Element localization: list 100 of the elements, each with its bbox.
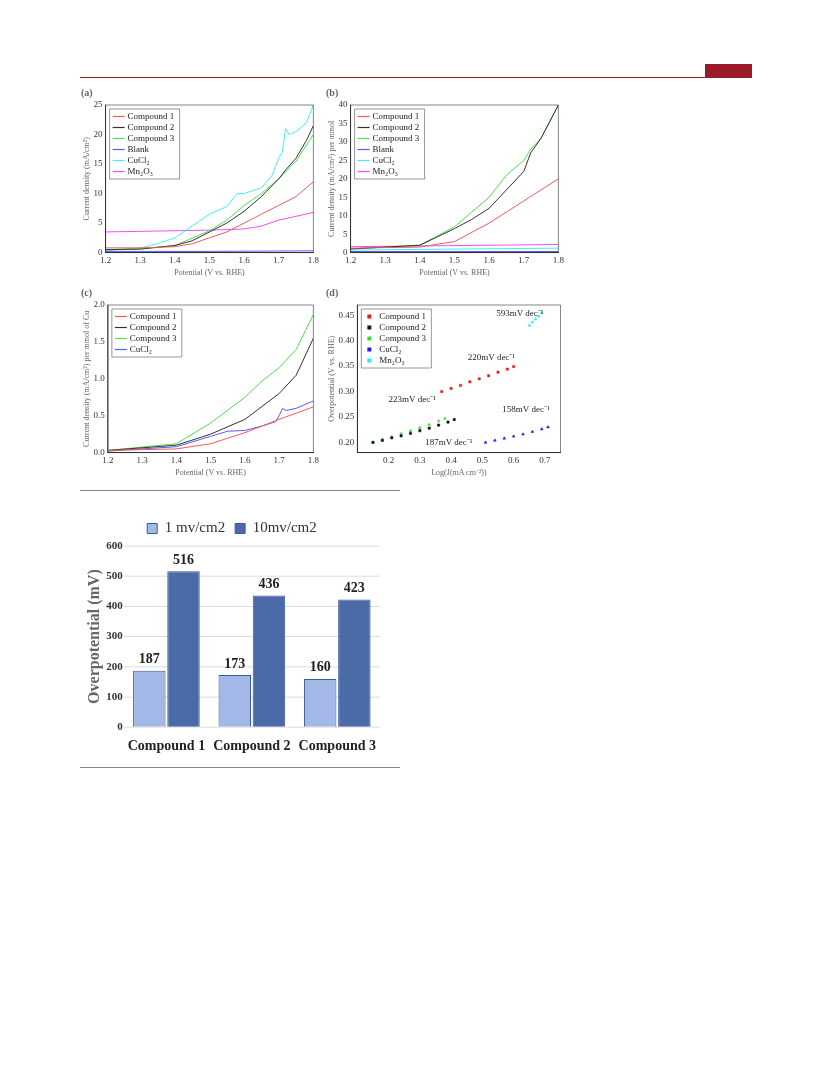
y-tick-label: 500 xyxy=(106,569,124,582)
annotation: 187mV dec⁻¹ xyxy=(425,436,473,447)
legend-label: CuCl₂ xyxy=(372,154,395,165)
y-tick-label: 20 xyxy=(338,173,349,184)
legend-label: Mn₂O₃ xyxy=(372,165,398,176)
y-tick-label: 15 xyxy=(338,191,349,202)
y-tick-label: 30 xyxy=(338,136,349,147)
x-axis-title: Potential (V vs. RHE) xyxy=(175,468,247,478)
data-label: 187 xyxy=(138,651,160,667)
x-axis-title: Log(J(mA cm⁻²)) xyxy=(431,468,487,478)
y-tick-label: 0.45 xyxy=(338,309,355,320)
x-tick-label: 1.7 xyxy=(273,255,285,266)
y-tick-label: 0.35 xyxy=(338,360,355,371)
legend-label: 1 mv/cm2 xyxy=(164,519,226,536)
x-tick-label: 1.8 xyxy=(307,455,320,466)
x-tick-label: 1.2 xyxy=(102,455,114,466)
data-label: 516 xyxy=(173,551,194,567)
legend-label: Mn₂O₃ xyxy=(127,165,153,176)
y-tick-label: 0.0 xyxy=(93,446,106,457)
y-tick-label: 35 xyxy=(338,117,349,128)
x-tick-label: 0.5 xyxy=(476,455,489,466)
legend-label: Compound 2 xyxy=(127,121,175,132)
legend-label: Compound 2 xyxy=(372,121,420,132)
y-tick-label: 1.0 xyxy=(93,373,106,384)
y-axis-title: Overpotential (mV) xyxy=(84,569,103,704)
legend-label: Compound 2 xyxy=(129,321,177,332)
x-tick-label: 1.3 xyxy=(379,255,392,266)
x-tick-label: Compound 1 xyxy=(127,738,206,754)
x-tick-label: 1.6 xyxy=(239,455,251,466)
x-axis-title: Potential (V vs. RHE) xyxy=(174,268,246,278)
x-tick-label: 1.6 xyxy=(483,255,496,266)
data-label: 423 xyxy=(343,580,365,596)
legend-label: Blank xyxy=(127,143,150,154)
x-tick-label: 1.5 xyxy=(448,255,461,266)
legend-label: Compound 3 xyxy=(372,132,420,143)
data-label: 173 xyxy=(224,655,246,671)
y-tick-label: 10 xyxy=(338,210,349,221)
legend-label: CuCl₂ xyxy=(129,343,153,354)
legend-label: 10mv/cm2 xyxy=(252,519,317,536)
legend-label: Compound 3 xyxy=(129,332,178,343)
y-tick-label: 0.30 xyxy=(338,385,355,396)
x-tick-label: 0.7 xyxy=(539,455,551,466)
annotation: 158mV dec⁻¹ xyxy=(502,404,550,415)
y-tick-label: 25 xyxy=(93,99,104,110)
y-tick-label: 0.25 xyxy=(338,411,355,422)
y-axis-title: Current density (mA/cm²) per mmol xyxy=(326,119,336,237)
x-tick-label: 1.7 xyxy=(518,255,530,266)
data-label: 436 xyxy=(258,576,280,592)
x-tick-label: 1.6 xyxy=(238,255,251,266)
legend-label: Compound 1 xyxy=(127,110,175,121)
x-tick-label: 1.2 xyxy=(99,255,112,266)
legend-label: Compound 1 xyxy=(129,310,177,321)
x-tick-label: 1.2 xyxy=(344,255,357,266)
x-tick-label: 1.5 xyxy=(203,255,216,266)
x-tick-label: 0.4 xyxy=(445,455,458,466)
legend-label: Compound 3 xyxy=(127,132,175,143)
legend-label: Compound 3 xyxy=(379,332,427,343)
data-label: 160 xyxy=(309,659,331,675)
x-tick-label: 1.8 xyxy=(552,255,565,266)
chart-title: (c) xyxy=(81,286,93,299)
x-tick-label: 1.3 xyxy=(136,455,149,466)
x-tick-label: Compound 2 xyxy=(213,738,291,754)
x-tick-label: 1.4 xyxy=(170,455,183,466)
y-tick-label: 15 xyxy=(93,158,104,169)
x-tick-label: 1.7 xyxy=(273,455,286,466)
x-tick-label: 0.2 xyxy=(382,455,395,466)
x-tick-label: 1.8 xyxy=(307,255,320,266)
y-tick-label: 25 xyxy=(338,154,349,165)
y-tick-label: 5 xyxy=(343,228,349,239)
y-axis-title: Overpotential (V vs. RHE) xyxy=(326,335,336,422)
y-tick-label: 5 xyxy=(98,217,104,228)
y-tick-label: 10 xyxy=(93,187,104,198)
y-tick-label: 300 xyxy=(106,629,124,642)
y-tick-label: 20 xyxy=(93,128,104,139)
y-tick-label: 0 xyxy=(98,246,104,257)
y-tick-label: 0 xyxy=(117,720,124,733)
chart-title: (b) xyxy=(326,86,339,99)
legend-label: Mn₂O₃ xyxy=(379,354,405,365)
y-tick-label: 1.5 xyxy=(93,336,106,347)
y-tick-label: 0.40 xyxy=(338,334,355,345)
y-tick-label: 600 xyxy=(106,538,124,551)
legend-label: Blank xyxy=(372,143,395,154)
y-tick-label: 0.5 xyxy=(93,410,106,421)
y-tick-label: 200 xyxy=(106,659,124,672)
y-tick-label: 2.0 xyxy=(93,299,106,310)
legend-label: Compound 1 xyxy=(379,310,427,321)
annotation: 223mV dec⁻¹ xyxy=(388,393,437,404)
legend-label: CuCl₂ xyxy=(379,343,402,354)
annotation: 220mV dec⁻¹ xyxy=(467,352,516,363)
legend-label: Compound 2 xyxy=(379,321,427,332)
y-tick-label: 0.20 xyxy=(338,436,355,447)
x-tick-label: 1.4 xyxy=(414,255,426,266)
legend-label: CuCl₂ xyxy=(127,154,150,165)
x-tick-label: 0.6 xyxy=(507,455,520,466)
chart-title: (a) xyxy=(81,86,93,99)
y-tick-label: 40 xyxy=(338,99,349,110)
y-tick-label: 100 xyxy=(106,689,124,702)
y-axis-title: Current density (mA/cm²) per mmol of Cu xyxy=(81,310,91,447)
x-tick-label: 0.3 xyxy=(414,455,426,466)
x-tick-label: 1.4 xyxy=(169,255,181,266)
